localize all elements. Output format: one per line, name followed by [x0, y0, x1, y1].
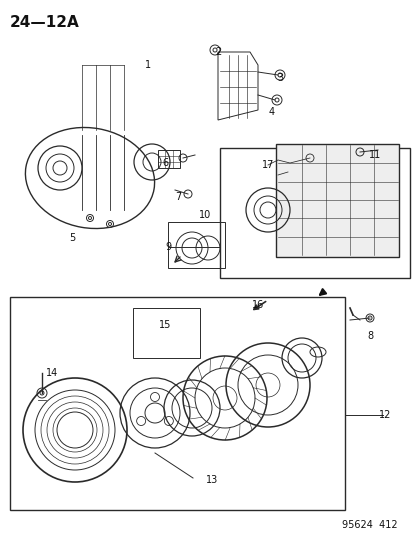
Text: 15: 15	[159, 320, 171, 330]
Text: 16: 16	[251, 300, 263, 310]
Text: 8: 8	[366, 331, 372, 341]
Text: 1: 1	[145, 60, 151, 70]
Text: 10: 10	[198, 210, 211, 220]
Bar	[158, 150, 180, 168]
Text: 17: 17	[261, 160, 273, 170]
Text: 7: 7	[174, 192, 181, 202]
Text: 5: 5	[69, 233, 75, 243]
Text: 2: 2	[214, 47, 221, 57]
Bar	[133, 308, 199, 358]
Bar	[168, 222, 224, 268]
Text: 14: 14	[46, 368, 58, 378]
Bar	[10, 297, 344, 510]
Text: 24—12A: 24—12A	[10, 15, 80, 30]
Text: 11: 11	[368, 150, 380, 160]
Text: 95624  412: 95624 412	[342, 520, 397, 530]
Text: 13: 13	[205, 475, 218, 485]
Text: 4: 4	[268, 107, 274, 117]
Text: 3: 3	[276, 73, 282, 83]
Text: 6: 6	[161, 158, 168, 168]
Bar	[219, 148, 409, 278]
FancyBboxPatch shape	[276, 143, 399, 256]
Text: 12: 12	[378, 410, 390, 420]
Text: 9: 9	[164, 242, 171, 252]
